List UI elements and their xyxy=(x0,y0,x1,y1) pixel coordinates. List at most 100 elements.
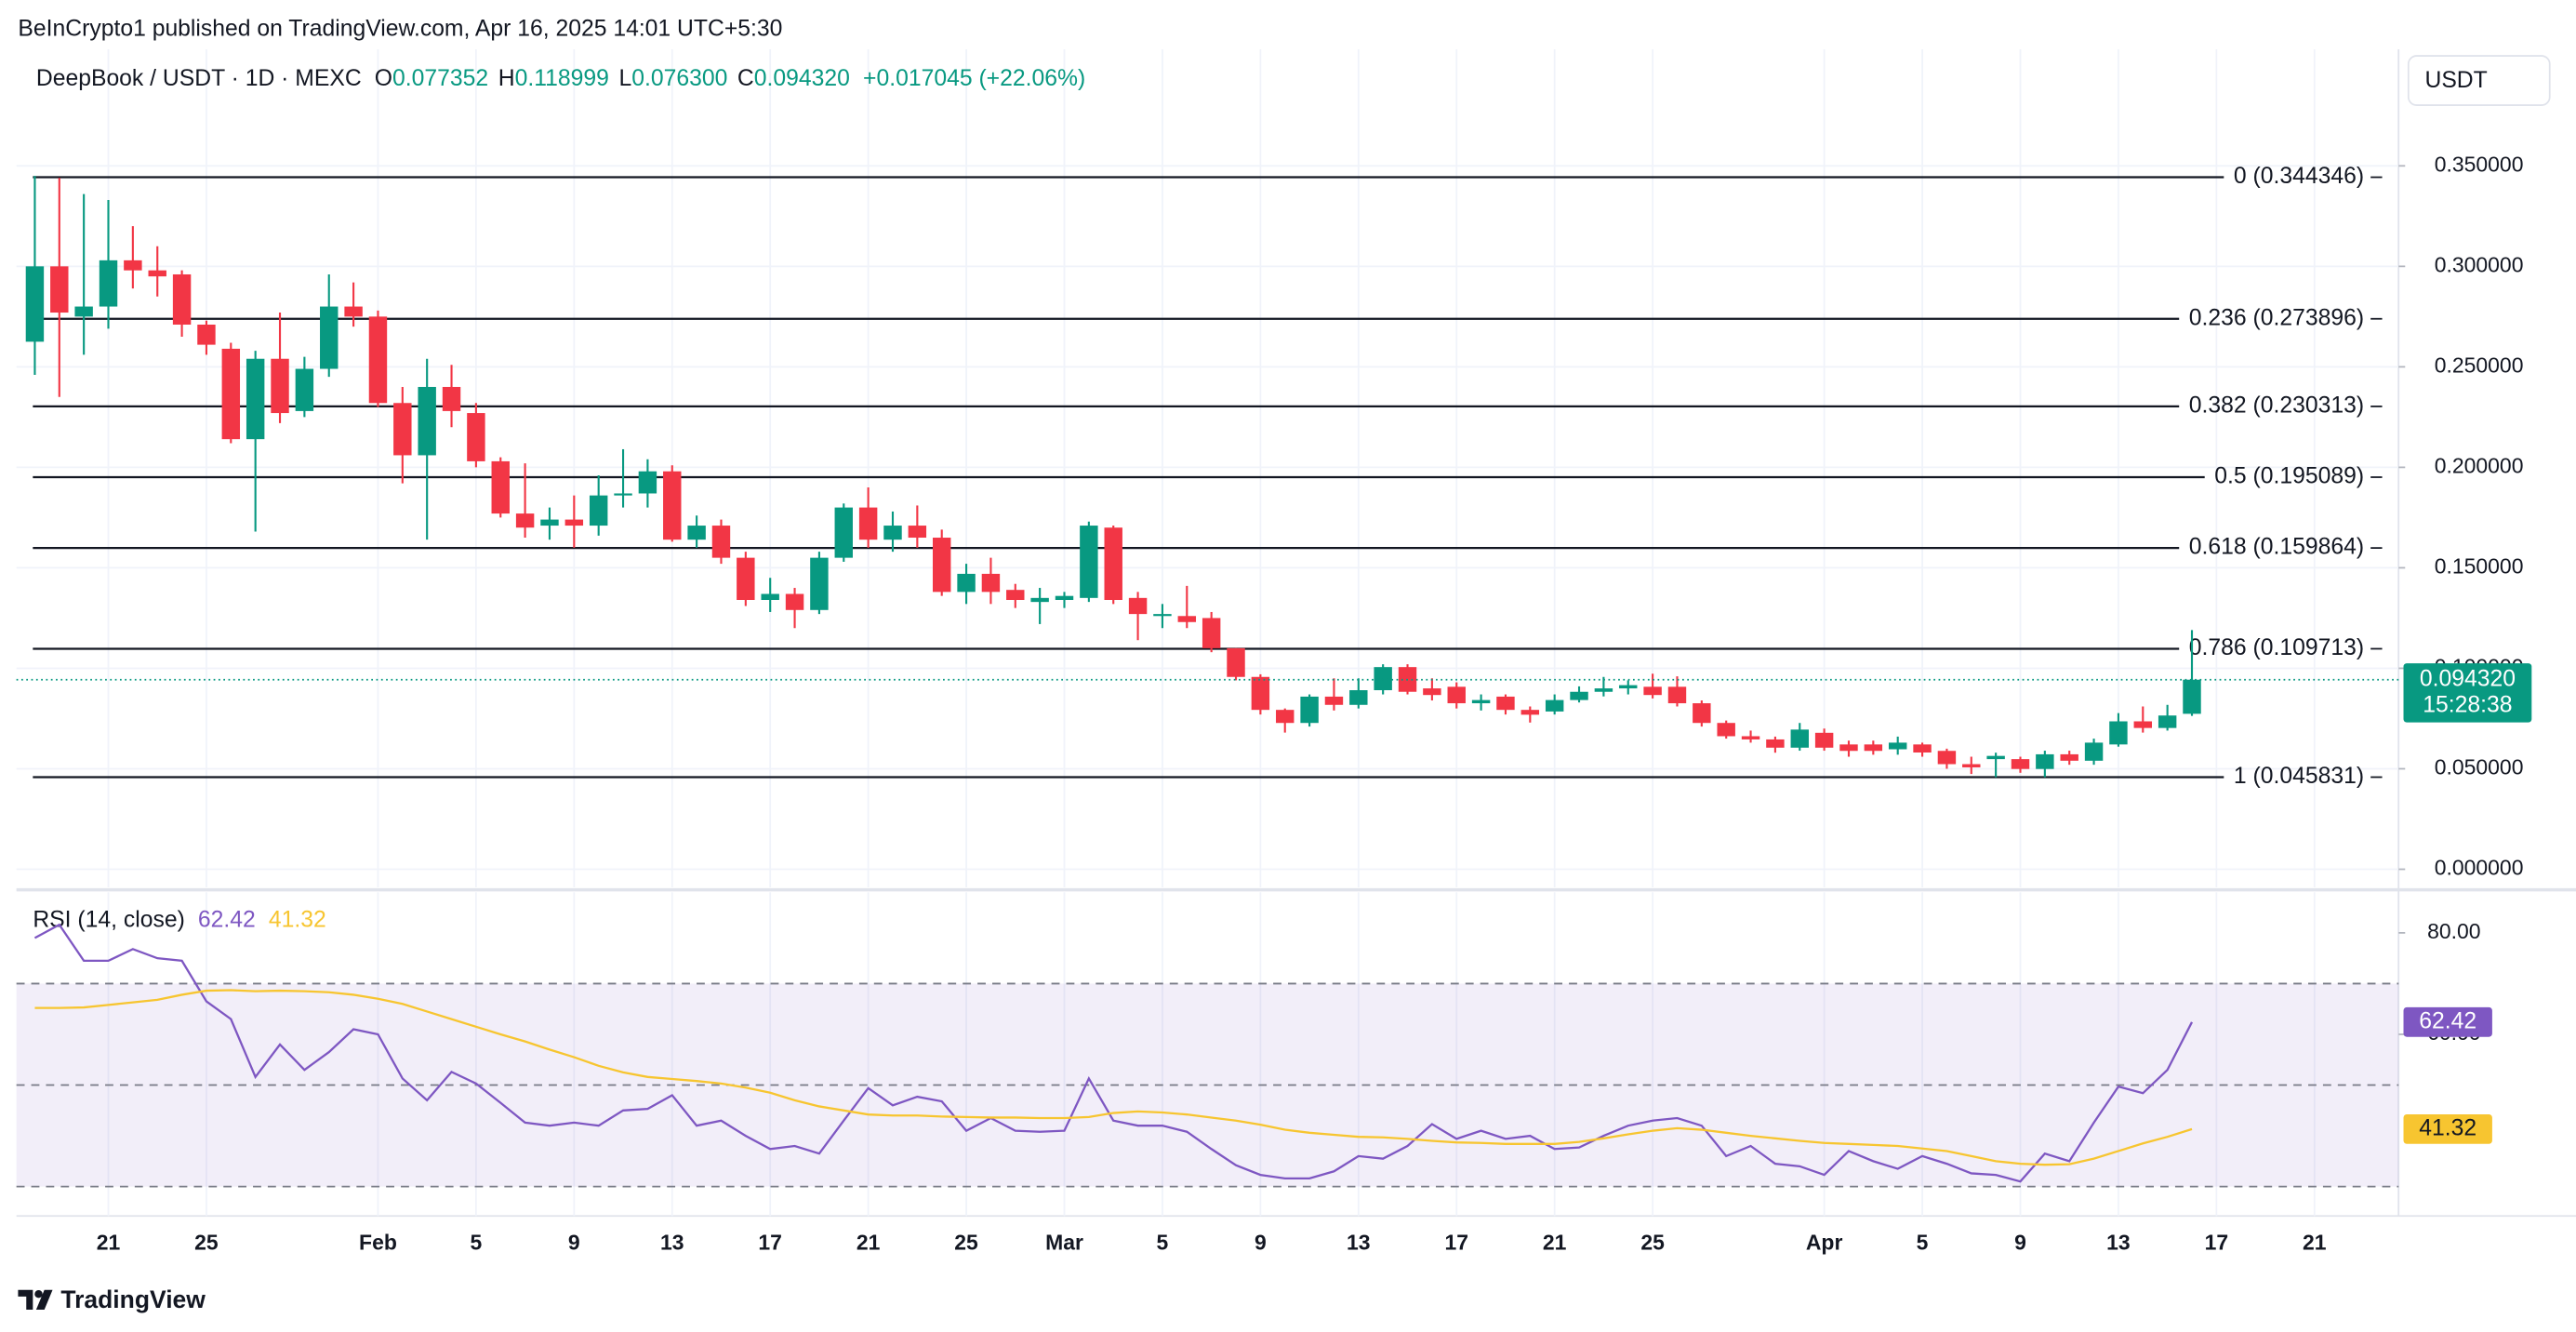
candle-body xyxy=(1324,696,1344,705)
fib-label: 0.618 (0.159864) xyxy=(2189,535,2364,560)
countdown: 15:28:38 xyxy=(2423,693,2512,718)
candle-body xyxy=(1251,676,1270,711)
rsi-legend: RSI (14, close) 62.42 41.32 xyxy=(33,907,325,932)
x-tick-label: 25 xyxy=(954,1230,978,1254)
candle-body xyxy=(2109,721,2128,745)
candle-body xyxy=(1447,686,1466,704)
x-tick-label: 21 xyxy=(1543,1230,1567,1254)
last-price-badge xyxy=(2403,663,2532,723)
candle-body xyxy=(1814,732,1834,748)
candle-body xyxy=(1055,595,1074,600)
fib-label: 1 (0.045831) xyxy=(2234,764,2364,789)
candle-body xyxy=(368,316,388,404)
candle-body xyxy=(540,519,559,526)
candle-body xyxy=(344,306,363,317)
y-tick-label: 0.250000 xyxy=(2435,353,2524,377)
x-tick-label: 17 xyxy=(1444,1230,1468,1254)
x-tick-label: 5 xyxy=(1917,1230,1929,1254)
candle-body xyxy=(1619,685,1638,689)
brand-logo xyxy=(18,1289,53,1310)
ohlc-key: C xyxy=(737,65,754,90)
candle-body xyxy=(491,460,510,514)
brand-name: TradingView xyxy=(60,1285,206,1313)
y-tick-label: 0.150000 xyxy=(2435,553,2524,578)
x-tick-label: 9 xyxy=(1255,1230,1267,1254)
ohlc-key: L xyxy=(618,65,631,90)
candle-body xyxy=(1104,527,1122,600)
candle-body xyxy=(711,526,731,558)
candle-body xyxy=(393,403,412,456)
candle-body xyxy=(1717,723,1735,737)
candle-body xyxy=(1986,755,2005,760)
candle-body xyxy=(1202,618,1221,648)
last-price-label: 0.094320 xyxy=(2420,666,2516,691)
candle-body xyxy=(418,386,436,456)
candle-body xyxy=(1006,590,1025,600)
candle-body xyxy=(99,260,118,307)
publish-note: BeInCrypto1 published on TradingView.com… xyxy=(18,16,782,41)
candle-body xyxy=(883,526,902,540)
candle-body xyxy=(1594,688,1613,692)
rsi-legend-value: 62.42 xyxy=(198,907,256,932)
candle-body xyxy=(221,348,241,440)
candle-body xyxy=(1374,667,1392,691)
x-tick-label: 13 xyxy=(660,1230,684,1254)
candle-body xyxy=(1128,597,1148,615)
candle-body xyxy=(932,538,951,593)
y-tick-label: 80.00 xyxy=(2427,919,2480,943)
x-tick-label: 21 xyxy=(856,1230,881,1254)
candle-body xyxy=(1177,616,1197,622)
candle-body xyxy=(1153,614,1172,617)
candle-body xyxy=(1913,744,1932,753)
ohlc-key: H xyxy=(498,65,515,90)
candle-body xyxy=(1888,742,1907,750)
symbol-title: DeepBook / USDT · 1D · MEXC xyxy=(36,65,362,90)
fib-label: 0.236 (0.273896) xyxy=(2189,305,2364,330)
candle-body xyxy=(124,260,142,271)
candle-body xyxy=(1570,691,1588,700)
candle-body xyxy=(1300,696,1319,724)
candle-body xyxy=(1839,744,1858,752)
candle-body xyxy=(1766,739,1785,748)
candle-body xyxy=(1496,696,1515,711)
x-tick-label: Mar xyxy=(1045,1230,1083,1254)
fib-label: 0.786 (0.109713) xyxy=(2189,635,2364,660)
candle-body xyxy=(1423,688,1441,696)
candle-body xyxy=(1790,729,1809,748)
candle-body xyxy=(74,306,93,317)
x-tick-label: 25 xyxy=(1640,1230,1665,1254)
candle-body xyxy=(2060,753,2078,761)
candle-body xyxy=(25,266,45,342)
x-tick-label: 9 xyxy=(2014,1230,2026,1254)
candle-body xyxy=(295,368,314,411)
candle-body xyxy=(1030,597,1049,603)
x-tick-label: 9 xyxy=(568,1230,580,1254)
currency-button-label[interactable]: USDT xyxy=(2424,68,2487,93)
candle-body xyxy=(1545,699,1564,712)
candle-body xyxy=(614,493,632,496)
candle-body xyxy=(320,306,339,369)
candle-body xyxy=(442,386,461,411)
candle-body xyxy=(271,358,289,414)
rsi-value-label: 41.32 xyxy=(2419,1115,2476,1140)
candle-body xyxy=(172,273,192,325)
change-label: +0.017045 (+22.06%) xyxy=(863,65,1085,90)
candle-body xyxy=(761,593,779,600)
candle-body xyxy=(1471,699,1491,704)
x-tick-label: 5 xyxy=(471,1230,483,1254)
candle-body xyxy=(981,573,1001,593)
x-tick-label: 13 xyxy=(2106,1230,2131,1254)
candle-body xyxy=(1643,686,1662,696)
candle-body xyxy=(2084,742,2104,761)
fib-label: 0 (0.344346) xyxy=(2234,164,2364,189)
ohlc-value: 0.094320 xyxy=(754,65,850,90)
rsi-value-badge xyxy=(2403,1006,2492,1037)
candle-body xyxy=(834,507,853,558)
y-tick-label: 0.050000 xyxy=(2435,755,2524,779)
currency-button[interactable] xyxy=(2407,55,2551,106)
candle-body xyxy=(2011,759,2030,769)
ohlc-key: O xyxy=(375,65,392,90)
